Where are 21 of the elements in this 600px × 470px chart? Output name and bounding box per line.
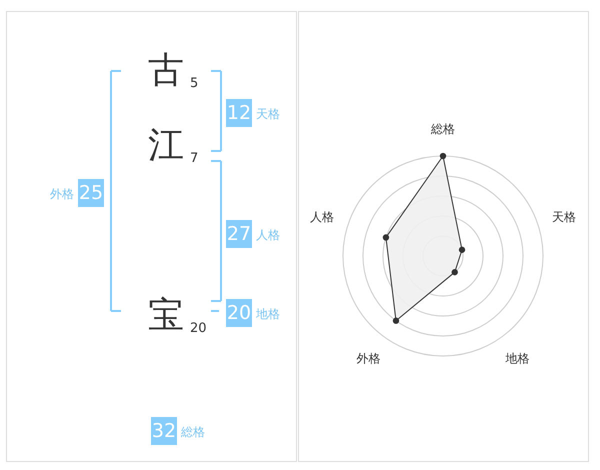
text: 外格 bbox=[50, 187, 74, 201]
text: 27 bbox=[226, 223, 252, 245]
category-label: 宝 bbox=[148, 295, 184, 336]
data-label: 7 bbox=[190, 151, 198, 166]
category-label: 江 bbox=[148, 125, 184, 166]
data-label: 5 bbox=[190, 76, 198, 91]
text: 12 bbox=[226, 102, 252, 124]
text: 地格 bbox=[255, 307, 280, 321]
text: 人格 bbox=[256, 228, 280, 242]
text: 総格 bbox=[180, 425, 205, 439]
data-label: 20 bbox=[190, 321, 207, 336]
category-label: 古 bbox=[148, 50, 184, 91]
spoke-label: 総格 bbox=[430, 122, 455, 136]
text: 25 bbox=[78, 182, 104, 204]
spoke-label: 外格 bbox=[356, 352, 380, 366]
text: 天格 bbox=[256, 107, 280, 121]
spoke-label: 地格 bbox=[504, 352, 530, 366]
text: 32 bbox=[152, 420, 176, 442]
text: 20 bbox=[226, 302, 252, 324]
spoke-label: 天格 bbox=[552, 210, 576, 224]
spoke-label: 人格 bbox=[310, 210, 334, 224]
